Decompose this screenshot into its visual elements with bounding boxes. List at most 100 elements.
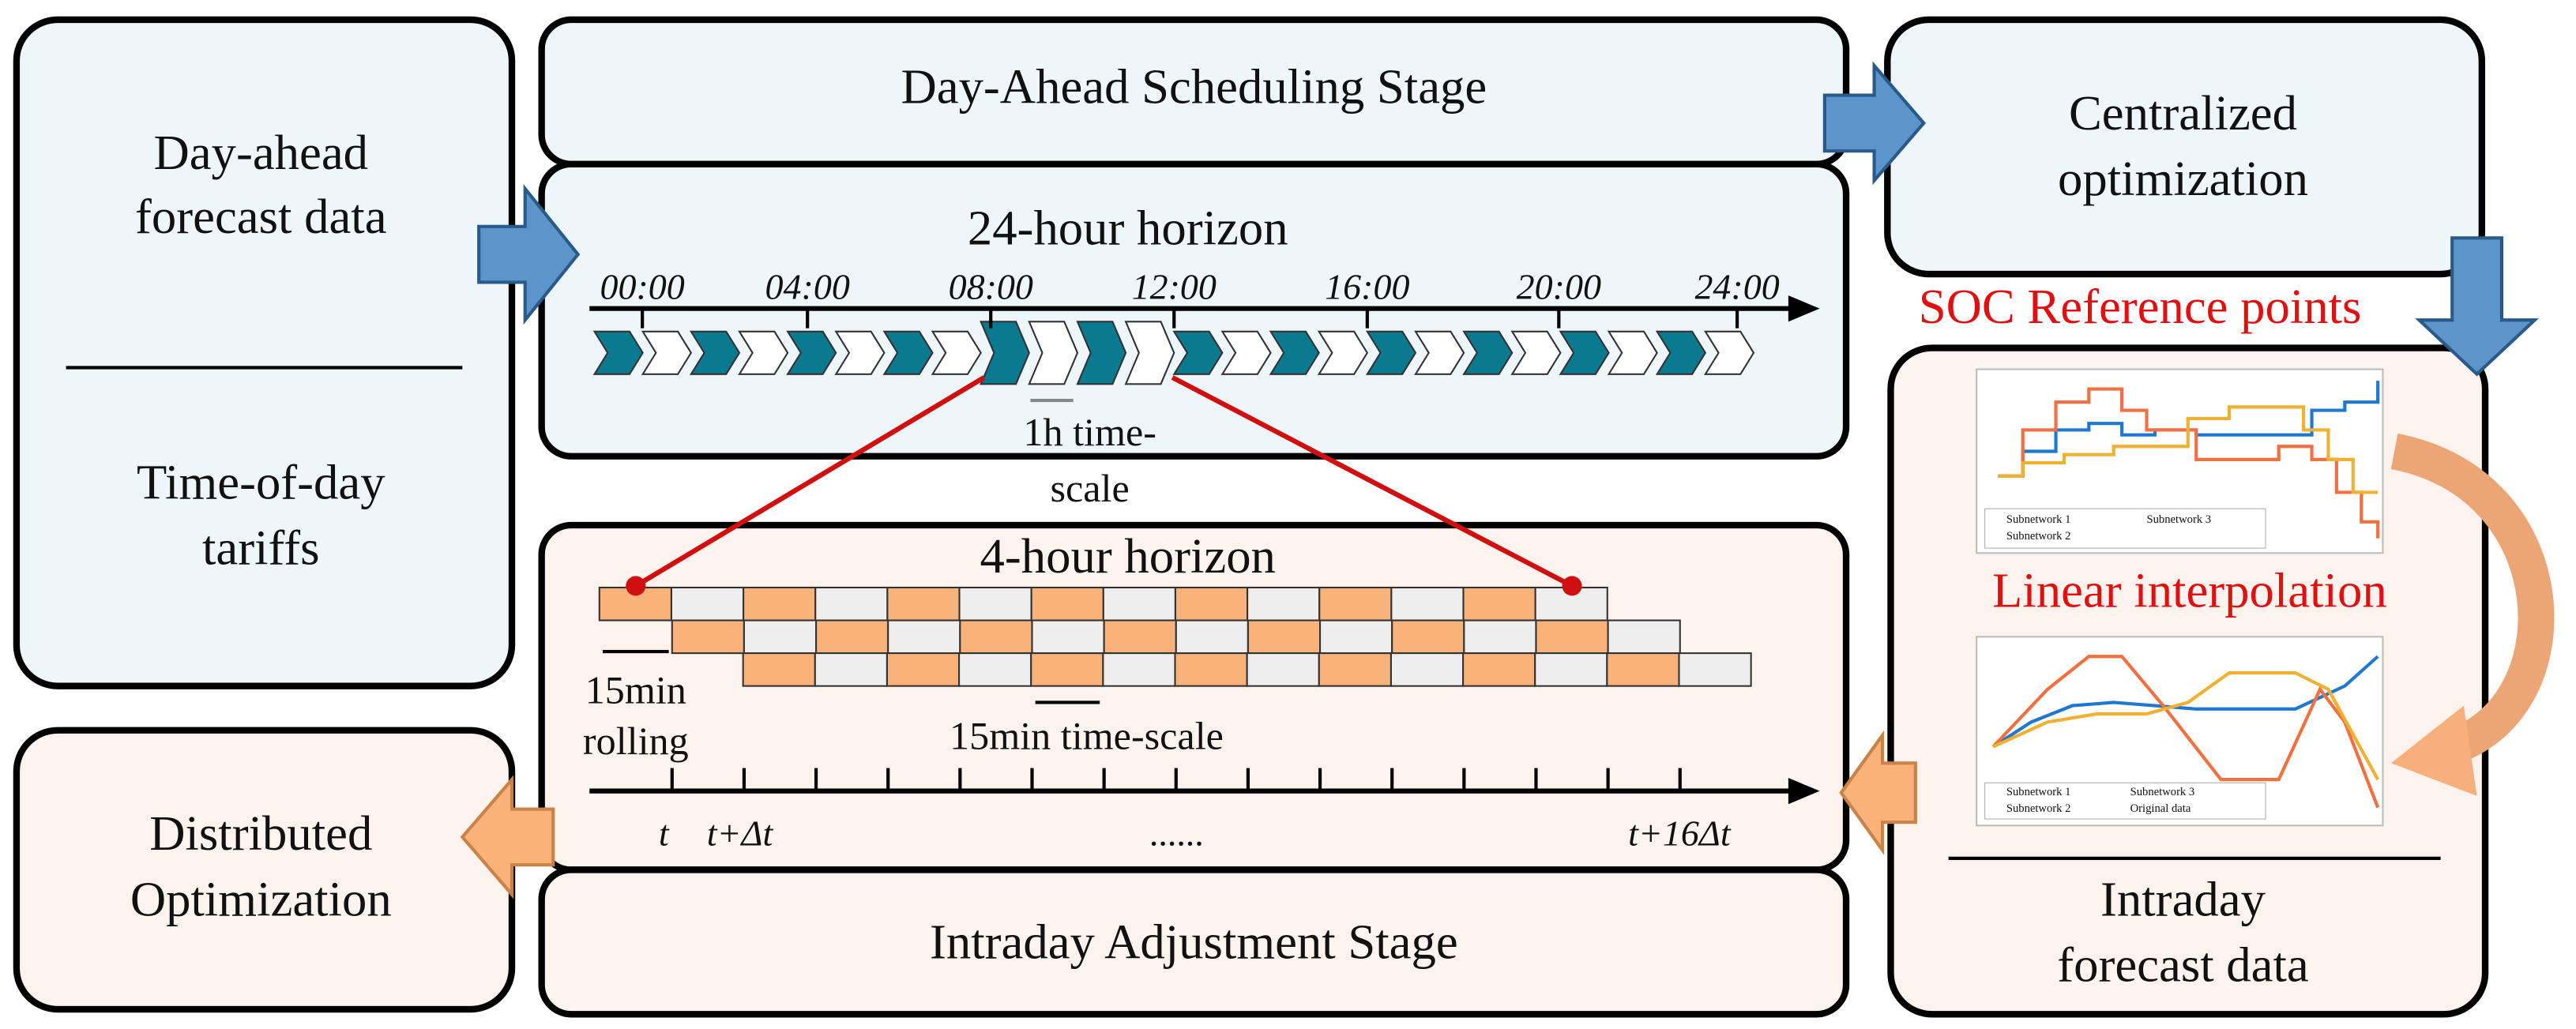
arrow — [2415, 236, 2540, 377]
legend-text: Original data — [2130, 802, 2191, 815]
chevron — [882, 330, 934, 375]
cell — [886, 586, 961, 622]
cell — [1462, 586, 1536, 622]
cell — [886, 652, 961, 687]
cell — [1678, 652, 1752, 687]
time-label: 12:00 — [1132, 266, 1217, 306]
label: Centralized — [2069, 85, 2297, 141]
cell — [1247, 586, 1321, 622]
cell — [1607, 619, 1681, 655]
label: Distributed — [149, 806, 372, 861]
axis-label: t+16Δt — [1628, 813, 1732, 853]
chevron — [1172, 330, 1224, 375]
label: optimization — [2058, 151, 2308, 206]
chevron — [980, 321, 1030, 385]
chevron — [641, 330, 693, 375]
stage-title: Day-Ahead Scheduling Stage — [901, 59, 1487, 115]
stage-title: Intraday Adjustment Stage — [930, 914, 1458, 970]
timescale-label: scale — [1051, 466, 1130, 510]
cell — [1390, 652, 1465, 687]
axis-head — [1788, 295, 1820, 322]
arrow — [477, 184, 581, 325]
chevron — [1607, 330, 1658, 375]
chevron — [1028, 321, 1079, 385]
cell — [1606, 652, 1680, 687]
mini-line — [1991, 655, 2380, 809]
zoom-line — [634, 375, 986, 588]
label: Intraday — [2100, 872, 2266, 927]
legend-text: Subnetwork 3 — [2147, 513, 2212, 526]
cell — [1463, 619, 1537, 655]
arrow-head — [2390, 705, 2477, 796]
cell — [1247, 619, 1322, 655]
interpolation-label: Linear interpolation — [1992, 563, 2387, 618]
timescale-label: 1h time- — [1023, 410, 1156, 454]
cell — [743, 619, 818, 655]
chevrons — [592, 321, 1755, 385]
cell — [814, 586, 889, 622]
chevron — [931, 330, 982, 375]
arrow — [460, 775, 555, 899]
cell — [887, 619, 961, 655]
cell — [670, 586, 745, 622]
cell — [1175, 619, 1249, 655]
mini-line — [1998, 387, 2380, 539]
zoom-dot — [626, 576, 646, 596]
intraday-footer — [538, 866, 1850, 1018]
left-bottom-box — [13, 727, 516, 1013]
mini-line — [1998, 381, 2380, 478]
mini-legend — [1984, 782, 2266, 820]
mini-line — [1998, 405, 2379, 494]
cell — [1318, 652, 1392, 687]
timescale-label: 15min time-scale — [950, 714, 1224, 758]
chevron — [592, 330, 644, 375]
chevron — [1510, 330, 1562, 375]
chevron — [1317, 330, 1369, 375]
cell — [1174, 652, 1248, 687]
time-label: 08:00 — [949, 266, 1033, 306]
zoom-dot — [1562, 576, 1582, 596]
cell — [1390, 586, 1465, 622]
chevron — [834, 330, 886, 375]
chevron — [1703, 330, 1755, 375]
chevron — [1462, 330, 1514, 375]
chevron — [1655, 330, 1707, 375]
chevron — [1414, 330, 1465, 375]
rolling-label: rolling — [583, 719, 689, 763]
cell — [671, 619, 745, 655]
cell — [1534, 652, 1608, 687]
cell — [959, 619, 1033, 655]
time-label: 16:00 — [1325, 266, 1409, 306]
chevron — [1269, 330, 1320, 375]
legend-text: Subnetwork 2 — [2006, 530, 2071, 543]
left-top-box — [13, 16, 516, 689]
label: forecast data — [135, 189, 387, 244]
mini-line — [1992, 670, 2379, 781]
horizon-label: 24-hour horizon — [968, 201, 1288, 256]
cell — [1030, 586, 1104, 622]
axis-head — [1788, 778, 1820, 805]
label: Optimization — [130, 872, 392, 927]
zoom-line — [1171, 375, 1574, 588]
chevron — [1076, 321, 1127, 385]
cell — [1462, 652, 1536, 687]
cell — [1030, 652, 1104, 687]
cell — [1031, 619, 1105, 655]
time-label: 20:00 — [1517, 266, 1601, 306]
arrow — [1822, 61, 1927, 186]
label: Time-of-day — [137, 455, 385, 510]
axis-label: ...... — [1150, 813, 1205, 853]
axis-label: t+Δt — [707, 813, 774, 853]
time-label: 04:00 — [765, 266, 850, 306]
cell — [1102, 586, 1176, 622]
label: tariffs — [202, 520, 320, 576]
cell — [1174, 586, 1249, 622]
mini-legend — [1984, 508, 2266, 549]
cell — [1391, 619, 1465, 655]
cell — [1103, 619, 1177, 655]
legend-text: Subnetwork 1 — [2006, 513, 2071, 526]
chevron — [1220, 330, 1272, 375]
cell — [1102, 652, 1176, 687]
chevron — [738, 330, 789, 375]
